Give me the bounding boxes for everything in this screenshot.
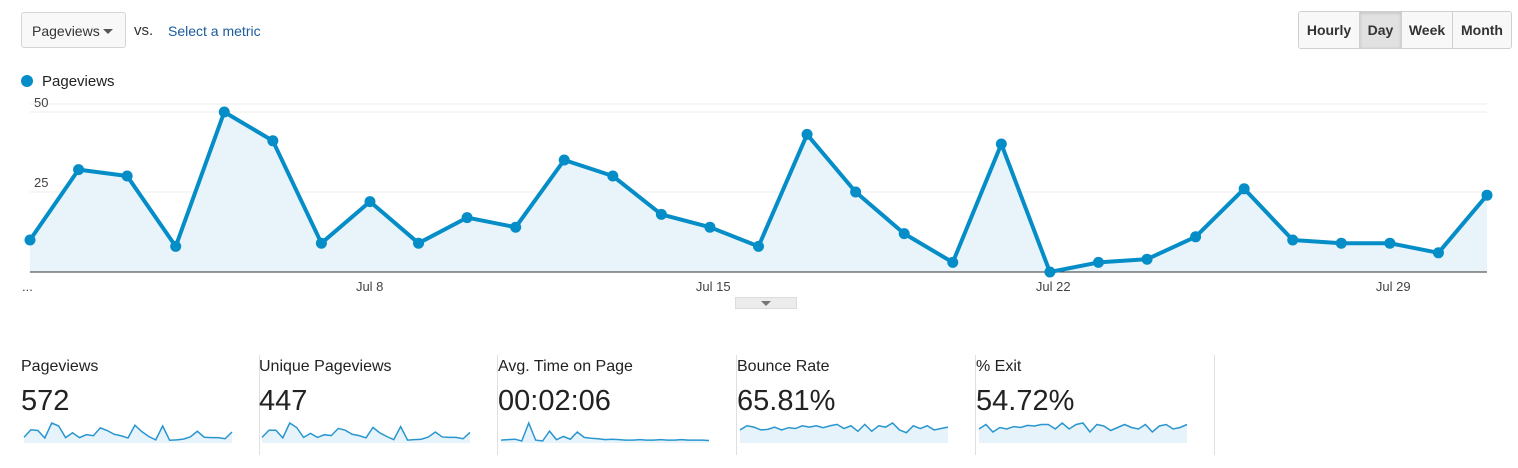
sparkline-area <box>979 423 1187 443</box>
series-area <box>30 112 1487 272</box>
sparkline-line <box>978 422 1188 434</box>
data-point <box>1287 234 1299 246</box>
hourly-button[interactable]: Hourly <box>1299 12 1359 48</box>
data-point <box>218 106 230 118</box>
scorecard-row: Pageviews 572 Unique Pageviews 447 Avg. … <box>0 355 1518 460</box>
sparkline <box>978 422 1188 443</box>
data-point <box>704 221 716 233</box>
sparkline <box>261 421 471 443</box>
collapse-caret-icon <box>761 301 771 306</box>
y-tick-label: 50 <box>34 95 48 110</box>
metric-dropdown-value: Pageviews <box>32 23 100 39</box>
data-point <box>1238 183 1250 195</box>
sparkline-area <box>740 423 948 443</box>
data-point <box>1432 247 1444 259</box>
pageviews-chart: 25 50... Jul 8 Jul 15 Jul 22 Jul 29 <box>22 95 1493 294</box>
sparkline <box>739 422 949 443</box>
data-point <box>655 208 667 220</box>
scorecard-value: 65.81% <box>737 385 836 417</box>
sparkline-line <box>739 422 949 434</box>
scorecard-value: 447 <box>259 385 308 417</box>
sparkline-area <box>262 423 470 443</box>
data-point <box>753 240 764 252</box>
data-point <box>413 237 425 249</box>
data-point <box>170 240 182 252</box>
month-button[interactable]: Month <box>1452 12 1511 48</box>
data-point <box>1092 256 1104 268</box>
metric-dropdown[interactable]: Pageviews <box>21 12 126 48</box>
data-point <box>1335 237 1347 249</box>
data-point <box>1190 231 1202 243</box>
scorecard-exit-rate[interactable]: % Exit 54.72% <box>976 355 1215 455</box>
sparkline <box>500 420 710 443</box>
scorecard-label: Pageviews <box>21 358 99 375</box>
sparkline-line <box>23 422 233 442</box>
sparkline <box>23 422 233 443</box>
data-point <box>121 170 133 182</box>
sparkline-line <box>500 420 710 442</box>
vs-label: vs. <box>134 22 154 39</box>
data-point <box>995 138 1007 150</box>
data-point <box>24 234 36 246</box>
data-point <box>1481 189 1493 201</box>
data-point <box>1044 266 1056 278</box>
legend-label: Pageviews <box>42 73 115 90</box>
x-tick-label: Jul 22 <box>1036 279 1071 294</box>
scorecard-label: Bounce Rate <box>737 358 830 375</box>
data-point <box>558 154 570 166</box>
sparkline-line <box>261 421 471 441</box>
sparkline-area <box>24 423 232 443</box>
scorecard-avg-time-on-page[interactable]: Avg. Time on Page 00:02:06 <box>498 355 737 455</box>
scorecard-value: 54.72% <box>976 385 1075 417</box>
scorecard-label: Unique Pageviews <box>259 358 392 375</box>
data-point <box>801 128 813 140</box>
data-point <box>607 170 619 182</box>
collapse-chart-handle[interactable] <box>735 297 797 309</box>
chart-legend: Pageviews <box>21 73 115 90</box>
scorecard-pageviews[interactable]: Pageviews 572 <box>21 355 260 455</box>
x-tick-label: ... <box>22 279 33 294</box>
data-point <box>315 237 327 249</box>
scorecard-unique-pageviews[interactable]: Unique Pageviews 447 <box>259 355 498 455</box>
scorecard-value: 572 <box>21 385 70 417</box>
x-tick-label: Jul 8 <box>356 279 383 294</box>
data-point <box>898 228 910 240</box>
week-button[interactable]: Week <box>1401 12 1452 48</box>
x-tick-label: Jul 15 <box>696 279 731 294</box>
legend-dot-icon <box>21 75 33 87</box>
sparkline-area <box>501 423 709 443</box>
data-point <box>364 196 376 208</box>
data-point <box>461 212 473 224</box>
scorecard-value: 00:02:06 <box>498 385 611 417</box>
data-point <box>1141 253 1153 265</box>
scorecard-bounce-rate[interactable]: Bounce Rate 65.81% <box>737 355 976 455</box>
data-point <box>73 164 85 176</box>
select-metric-link[interactable]: Select a metric <box>168 23 261 39</box>
data-point <box>267 135 279 147</box>
data-point <box>1384 237 1396 249</box>
caret-down-icon <box>103 29 113 34</box>
scorecard-label: % Exit <box>976 358 1022 375</box>
data-point <box>850 186 862 198</box>
data-point <box>947 256 959 268</box>
y-tick-label: 25 <box>34 175 48 190</box>
scorecard-label: Avg. Time on Page <box>498 358 633 375</box>
data-point <box>510 221 522 233</box>
day-button[interactable]: Day <box>1359 12 1401 48</box>
granularity-toggle: Hourly Day Week Month <box>1298 11 1512 49</box>
x-tick-label: Jul 29 <box>1376 279 1411 294</box>
